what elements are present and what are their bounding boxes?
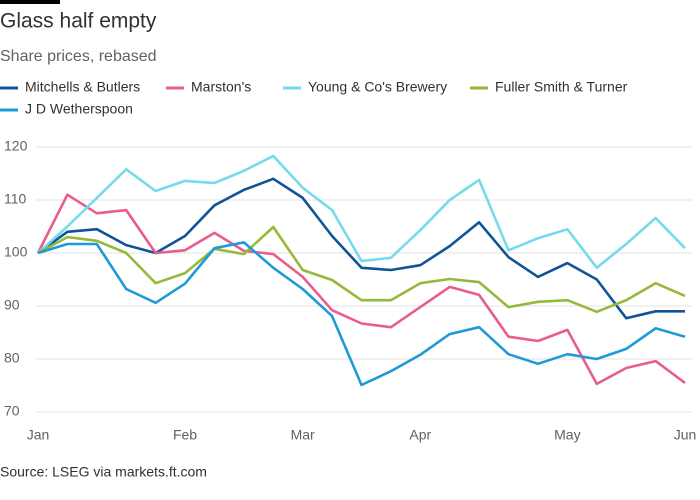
brand-bar (0, 0, 60, 4)
series-line (37, 241, 686, 387)
y-tick-label: 110 (4, 191, 27, 207)
x-tick-label: Jun (674, 427, 697, 443)
y-tick-label: 120 (4, 138, 28, 154)
series-line (37, 225, 686, 314)
source: Source: LSEG via markets.ft.com (0, 464, 207, 480)
x-tick-label: Jan (27, 427, 50, 443)
legend-label: J D Wetherspoon (25, 101, 133, 117)
legend-label: Young & Co's Brewery (308, 79, 447, 95)
x-tick-label: Mar (291, 427, 315, 443)
y-tick-label: 80 (4, 350, 20, 366)
legend-label: Fuller Smith & Turner (495, 79, 628, 95)
x-tick-label: May (554, 427, 580, 443)
x-tick-label: Apr (409, 427, 431, 443)
chart-subtitle: Share prices, rebased (0, 48, 157, 65)
chart-title: Glass half empty (0, 10, 157, 33)
series-line (37, 177, 685, 320)
x-tick-label: Feb (173, 427, 197, 443)
series-line (37, 154, 686, 270)
y-tick-label: 70 (4, 403, 20, 419)
y-tick-label: 100 (4, 244, 28, 260)
y-tick-label: 90 (4, 297, 20, 313)
legend-label: Mitchells & Butlers (25, 79, 140, 95)
series-line (36, 193, 686, 386)
legend-label: Marston's (191, 79, 251, 95)
